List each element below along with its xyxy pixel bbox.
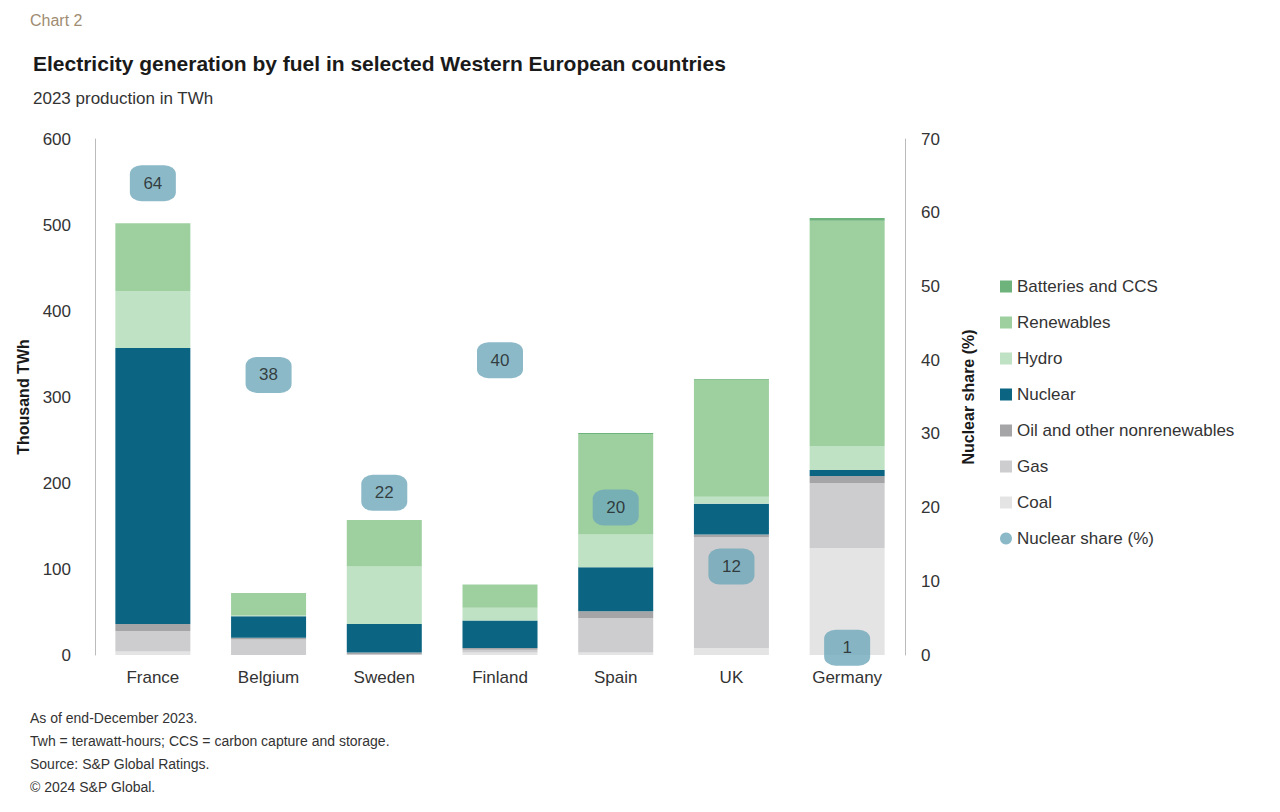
svg-text:Nuclear: Nuclear [1017, 385, 1076, 404]
svg-text:France: France [126, 668, 179, 687]
svg-text:20: 20 [606, 498, 625, 517]
svg-text:50: 50 [921, 277, 940, 296]
svg-text:UK: UK [720, 668, 744, 687]
svg-text:Batteries and CCS: Batteries and CCS [1017, 277, 1158, 296]
svg-text:Hydro: Hydro [1017, 349, 1062, 368]
svg-text:400: 400 [43, 302, 71, 321]
svg-text:Chart 2: Chart 2 [30, 12, 83, 29]
svg-text:© 2024 S&P Global.: © 2024 S&P Global. [30, 779, 155, 795]
svg-text:Nuclear share (%): Nuclear share (%) [960, 329, 977, 464]
svg-text:Belgium: Belgium [238, 668, 299, 687]
svg-text:60: 60 [921, 203, 940, 222]
svg-text:Sweden: Sweden [354, 668, 415, 687]
svg-text:22: 22 [375, 483, 394, 502]
svg-text:38: 38 [259, 365, 278, 384]
svg-text:Thousand TWh: Thousand TWh [15, 339, 32, 455]
svg-text:0: 0 [62, 646, 71, 665]
svg-text:1: 1 [842, 638, 851, 657]
svg-text:Twh = terawatt-hours; CCS = ca: Twh = terawatt-hours; CCS = carbon captu… [30, 733, 390, 749]
svg-text:40: 40 [491, 351, 510, 370]
svg-text:Gas: Gas [1017, 457, 1048, 476]
svg-text:Source: S&P Global Ratings.: Source: S&P Global Ratings. [30, 756, 210, 772]
svg-text:500: 500 [43, 216, 71, 235]
svg-text:2023 production in TWh: 2023 production in TWh [33, 89, 213, 108]
svg-text:Spain: Spain [594, 668, 637, 687]
svg-text:As of end-December 2023.: As of end-December 2023. [30, 710, 197, 726]
svg-text:Oil and other nonrenewables: Oil and other nonrenewables [1017, 421, 1234, 440]
svg-text:600: 600 [43, 130, 71, 149]
svg-text:70: 70 [921, 130, 940, 149]
svg-text:40: 40 [921, 351, 940, 370]
svg-text:20: 20 [921, 498, 940, 517]
svg-text:64: 64 [143, 174, 162, 193]
svg-text:30: 30 [921, 424, 940, 443]
svg-text:0: 0 [921, 646, 930, 665]
svg-text:Coal: Coal [1017, 493, 1052, 512]
svg-text:200: 200 [43, 474, 71, 493]
svg-text:Finland: Finland [472, 668, 528, 687]
svg-text:300: 300 [43, 388, 71, 407]
svg-text:Germany: Germany [812, 668, 882, 687]
svg-text:12: 12 [722, 557, 741, 576]
svg-text:Nuclear share (%): Nuclear share (%) [1017, 529, 1154, 548]
svg-text:Electricity generation by fuel: Electricity generation by fuel in select… [33, 52, 726, 75]
svg-text:100: 100 [43, 560, 71, 579]
svg-text:Renewables: Renewables [1017, 313, 1111, 332]
svg-text:10: 10 [921, 572, 940, 591]
